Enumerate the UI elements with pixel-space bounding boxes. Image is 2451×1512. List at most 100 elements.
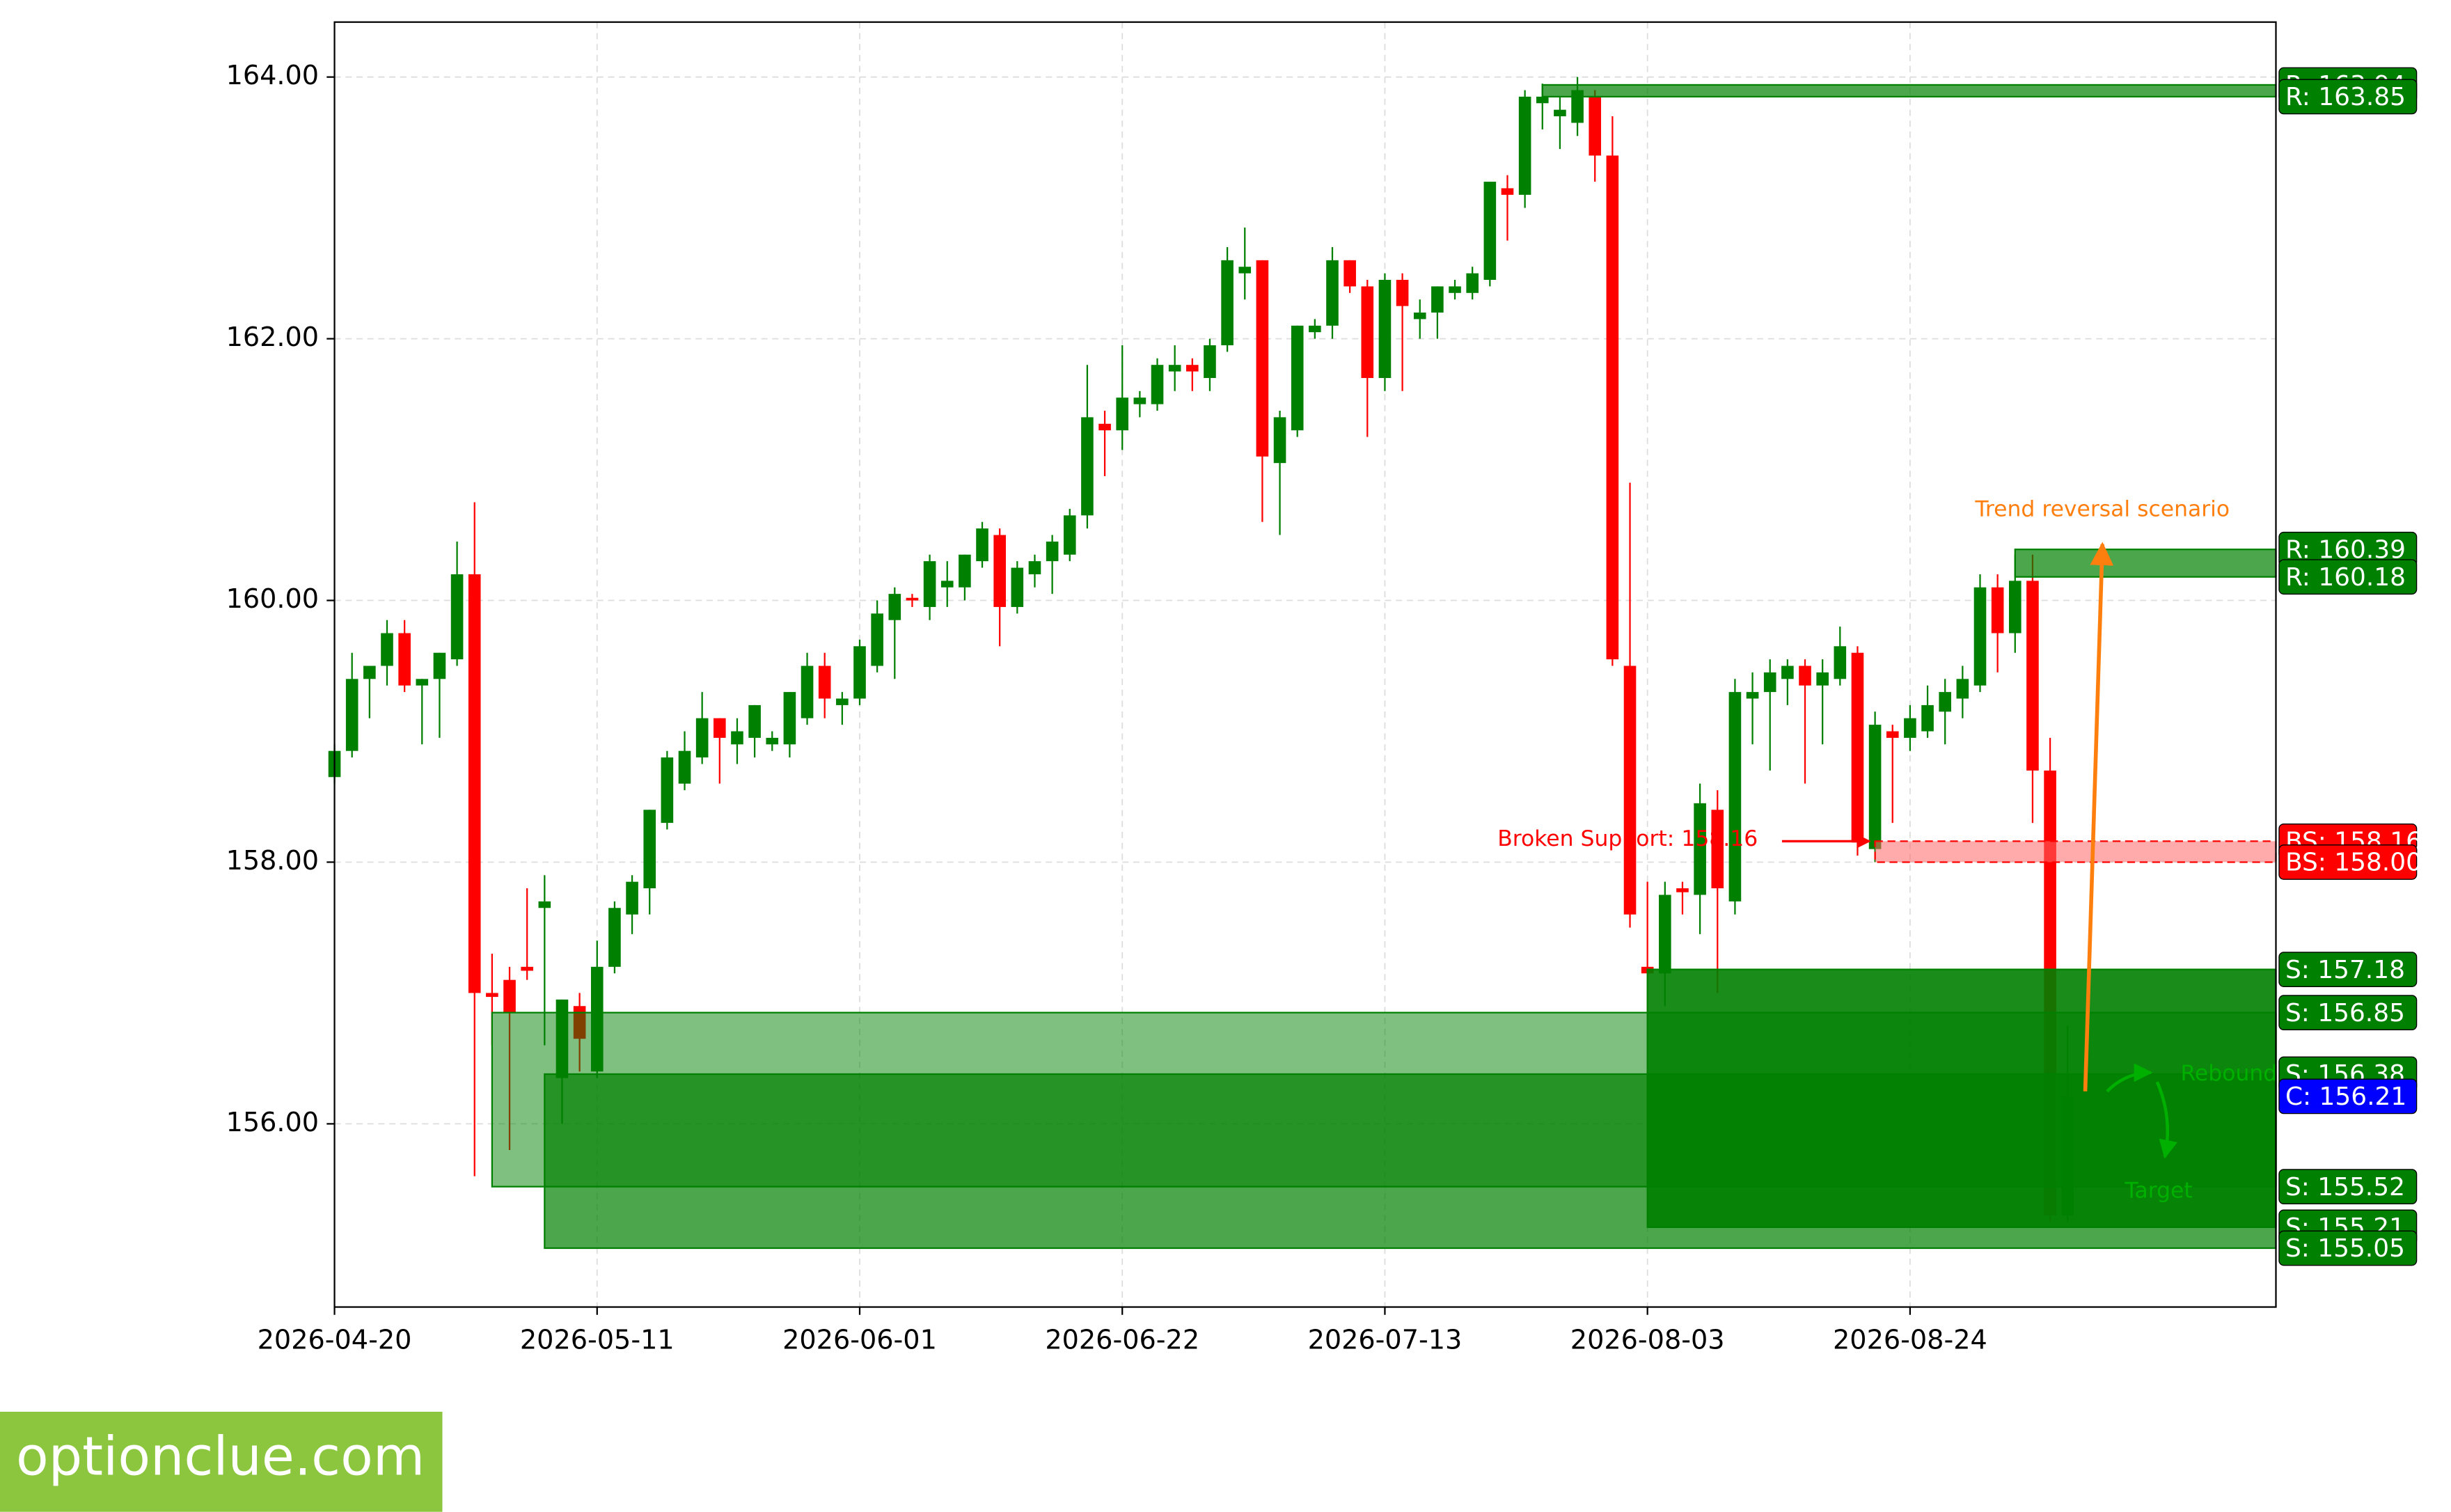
candle-body (503, 979, 516, 1013)
candle-body (1728, 692, 1742, 901)
level-label: C: 156.21 (2285, 1082, 2406, 1111)
x-tick-label: 2026-06-01 (782, 1325, 937, 1355)
candle-body (1554, 109, 1566, 117)
x-tick-label: 2026-08-24 (1833, 1325, 1987, 1355)
candle-body (1571, 90, 1584, 123)
candle-body (1326, 260, 1339, 326)
candle-body (2008, 581, 2022, 633)
candle-body (976, 528, 988, 562)
candle-body (538, 901, 551, 908)
level-label: S: 156.85 (2285, 999, 2405, 1027)
candle-body (1361, 286, 1374, 378)
candle-body (1028, 561, 1041, 574)
candle-body (1501, 188, 1514, 195)
candle-body (1221, 260, 1234, 345)
candle-body (1623, 666, 1637, 915)
candle-body (906, 597, 919, 601)
annotation: Broken Support: 158.16 (1497, 826, 1758, 851)
candle-body (1449, 286, 1461, 293)
candle-body (871, 613, 883, 666)
candle-body (1309, 325, 1321, 333)
watermark-box (0, 1412, 443, 1512)
level-label-box (2278, 995, 2418, 1031)
candle-body (1046, 541, 1059, 562)
annotation-arrow (2155, 1081, 2178, 1159)
level-label: R: 163.85 (2285, 83, 2406, 111)
level-label-box (2278, 844, 2418, 880)
zone (1541, 84, 2277, 97)
candle-body (714, 718, 726, 738)
candle-body (818, 666, 831, 699)
candle-body (1763, 672, 1776, 693)
candle-body (748, 704, 761, 738)
level-label-box (2278, 1169, 2418, 1204)
y-tick-label: 158.00 (226, 846, 320, 876)
annotation: Rebound (2181, 1061, 2278, 1086)
candle-body (888, 594, 901, 620)
annotation: Trend reversal scenario (1974, 496, 2230, 521)
zone (2014, 549, 2277, 578)
candle-body (1799, 666, 1811, 686)
candle-body (1851, 652, 1864, 843)
candle-body (1991, 587, 2004, 633)
candle-body (1816, 672, 1829, 686)
y-tick-label: 162.00 (226, 322, 320, 353)
candle-body (486, 993, 498, 998)
candle-body (1956, 679, 1969, 699)
candle-body (433, 652, 446, 679)
candle-body (993, 535, 1006, 607)
candle-body (608, 908, 621, 967)
candle-body (731, 731, 743, 745)
candle-body (2026, 581, 2039, 771)
zone (1646, 968, 2277, 1229)
candle-body (1256, 260, 1269, 457)
candle-body (1973, 587, 1987, 686)
level-label-box (2278, 1230, 2418, 1266)
candle-body (1518, 96, 1531, 195)
candle-body (381, 633, 393, 666)
candle-body (1483, 182, 1497, 281)
x-tick-label: 2026-04-20 (258, 1325, 412, 1355)
level-label-box (2278, 79, 2418, 115)
level-label: S: 155.05 (2285, 1234, 2405, 1263)
level-label: BS: 158.00 (2285, 849, 2422, 877)
annotation-arrow (2083, 542, 2114, 1092)
candle-body (1151, 365, 1164, 404)
candle-body (1466, 273, 1479, 293)
candle-body (923, 561, 936, 607)
candle-body (1291, 325, 1304, 431)
candle-body (1868, 725, 1882, 849)
candle-body (1694, 803, 1706, 895)
candle-body (1711, 810, 1724, 889)
candle-body (363, 666, 376, 679)
level-label: S: 155.52 (2285, 1173, 2405, 1202)
candle-body (345, 679, 358, 751)
candle-body (1273, 417, 1286, 464)
candle-body (1431, 286, 1444, 313)
candle-body (1063, 515, 1076, 555)
annotation: Target (2124, 1178, 2192, 1203)
level-label: S: 157.18 (2285, 956, 2405, 984)
candle-body (1921, 704, 1934, 732)
candle-body (1378, 280, 1392, 378)
candle-body (853, 646, 866, 699)
candle-body (626, 881, 638, 915)
candle-body (1081, 417, 1094, 516)
candle-body (521, 966, 533, 971)
candle-body (783, 692, 796, 745)
candle-body (940, 581, 954, 588)
candle-body (1238, 267, 1252, 274)
y-tick-label: 156.00 (226, 1108, 320, 1138)
x-tick-label: 2026-08-03 (1570, 1325, 1725, 1355)
zone (1874, 840, 2277, 863)
level-label-box (2278, 559, 2418, 595)
level-label-box (2278, 1078, 2418, 1115)
candle-body (1834, 646, 1847, 679)
x-tick-label: 2026-06-22 (1045, 1325, 1199, 1355)
candle-body (450, 574, 464, 660)
candle-body (1168, 365, 1181, 372)
candle-body (1939, 692, 1951, 712)
candle-body (1186, 365, 1199, 372)
